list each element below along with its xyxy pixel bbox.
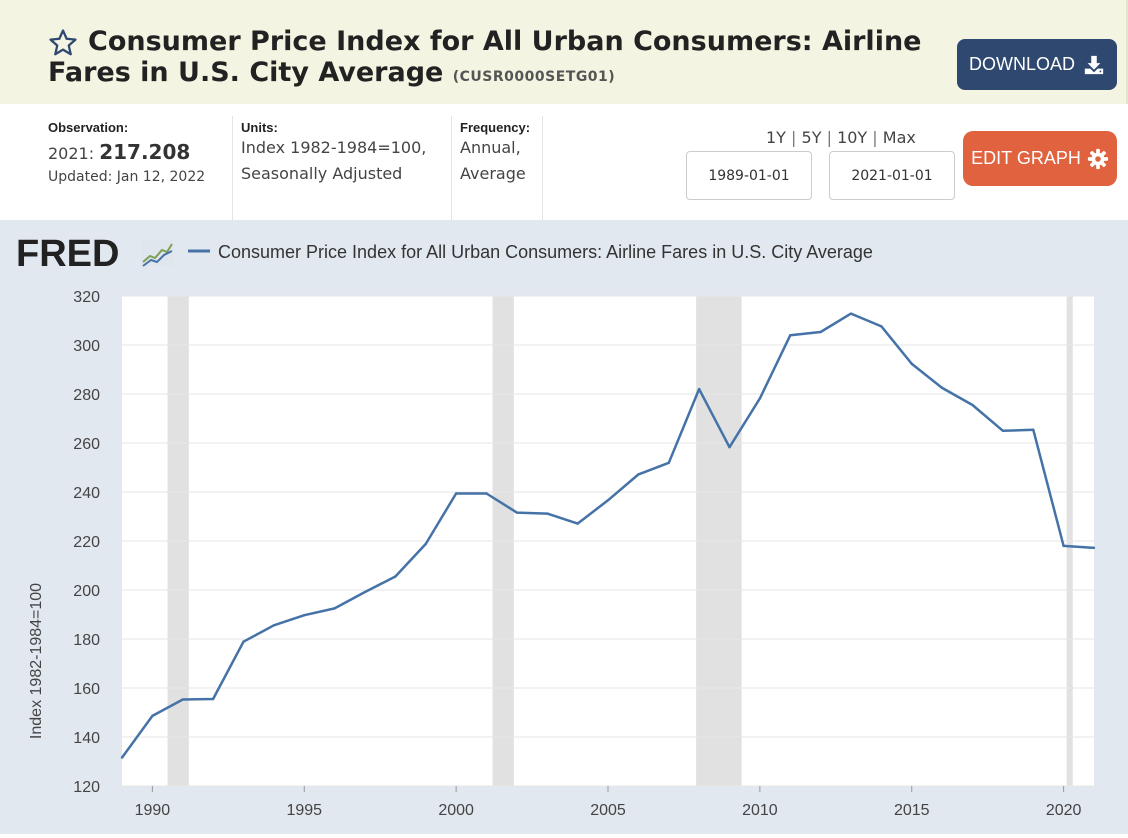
y-tick-label: 120 xyxy=(73,779,100,796)
star-icon[interactable] xyxy=(48,28,78,58)
range-separator: | xyxy=(791,128,797,147)
range-separator: | xyxy=(872,128,878,147)
data-point xyxy=(242,640,245,643)
observation-row: 2021: 217.208 xyxy=(48,139,205,167)
y-axis: 120 140 160 180 200 220 240 260 280 300 320 xyxy=(73,289,100,796)
range-max-link[interactable]: Max xyxy=(882,128,916,147)
series-id: (CUSR0000SETG01) xyxy=(452,69,616,85)
end-date-input[interactable]: 2021-01-01 xyxy=(829,151,955,200)
observation-block: Observation: 2021: 217.208 Updated: Jan … xyxy=(48,120,205,185)
data-point xyxy=(303,614,306,617)
data-point xyxy=(1032,428,1035,431)
y-tick-label: 180 xyxy=(73,632,100,649)
legend-label: Consumer Price Index for All Urban Consu… xyxy=(218,242,873,262)
fred-logo[interactable]: FRED xyxy=(16,233,173,275)
meta-divider xyxy=(232,116,233,220)
frequency-line2: Average xyxy=(460,164,526,183)
y-tick-label: 260 xyxy=(73,436,100,453)
x-tick-label: 2010 xyxy=(742,802,778,819)
data-point xyxy=(576,522,579,525)
data-point xyxy=(120,756,124,759)
x-tick-label: 2005 xyxy=(590,802,626,819)
range-5y-link[interactable]: 5Y xyxy=(801,128,822,147)
data-point xyxy=(728,445,731,449)
data-point xyxy=(971,403,974,407)
data-point xyxy=(333,607,336,610)
range-links: 1Y | 5Y | 10Y | Max xyxy=(766,128,916,147)
data-point xyxy=(272,624,276,627)
data-point xyxy=(485,492,488,495)
data-point xyxy=(910,362,913,366)
units-line2: Seasonally Adjusted xyxy=(241,164,403,183)
download-button[interactable]: DOWNLOAD xyxy=(957,39,1117,90)
data-point xyxy=(363,590,367,594)
data-point xyxy=(849,312,853,315)
x-tick-label: 1995 xyxy=(286,802,322,819)
frequency-line1: Annual, xyxy=(460,138,521,157)
frequency-label: Frequency: xyxy=(460,120,531,135)
data-point xyxy=(1001,429,1005,432)
observation-label: Observation: xyxy=(48,120,129,135)
data-point xyxy=(454,492,458,495)
meta-divider xyxy=(451,116,452,220)
fred-logo-chart-icon xyxy=(141,240,173,267)
data-point xyxy=(1062,544,1065,548)
data-point xyxy=(394,575,397,578)
y-tick-label: 160 xyxy=(73,681,100,698)
data-point xyxy=(789,334,792,337)
data-point xyxy=(515,511,519,514)
y-tick-label: 240 xyxy=(73,485,100,502)
meta-divider xyxy=(542,116,543,220)
range-10y-link[interactable]: 10Y xyxy=(837,128,868,147)
data-point xyxy=(211,697,215,701)
data-point xyxy=(940,386,944,390)
data-point xyxy=(819,330,822,334)
x-tick-label: 2000 xyxy=(438,802,474,819)
updated-date: Updated: Jan 12, 2022 xyxy=(48,169,206,185)
data-point xyxy=(637,473,640,476)
frequency-block: Frequency: Annual, Average xyxy=(460,120,530,187)
y-tick-label: 200 xyxy=(73,583,100,600)
page-title: Consumer Price Index for All Urban Consu… xyxy=(48,26,928,93)
range-separator: | xyxy=(826,128,832,147)
chart-area: FRED Consumer Price Index for All Urban … xyxy=(0,220,1128,834)
x-tick-label: 1990 xyxy=(135,802,171,819)
data-point xyxy=(1092,546,1096,550)
y-tick-label: 280 xyxy=(73,387,100,404)
edit-graph-label: EDIT GRAPH xyxy=(971,148,1081,168)
data-point xyxy=(424,542,427,546)
y-tick-label: 300 xyxy=(73,338,100,355)
edit-graph-button[interactable]: EDIT GRAPH xyxy=(963,131,1117,186)
data-point xyxy=(667,461,670,465)
range-1y-link[interactable]: 1Y xyxy=(766,128,786,147)
series-header: Consumer Price Index for All Urban Consu… xyxy=(0,0,1128,104)
data-points xyxy=(120,312,1096,759)
units-line1: Index 1982-1984=100, xyxy=(241,138,427,157)
gear-icon xyxy=(1087,148,1108,169)
data-point xyxy=(151,714,154,718)
y-tick-label: 320 xyxy=(73,289,100,306)
download-icon xyxy=(1084,55,1104,74)
data-point xyxy=(697,387,701,391)
x-axis: 1990 1995 2000 2005 2010 2015 2020 xyxy=(135,786,1082,819)
data-point xyxy=(546,512,549,515)
download-label: DOWNLOAD xyxy=(968,54,1075,74)
observation-value: 217.208 xyxy=(99,140,191,164)
data-point xyxy=(606,499,610,502)
data-point xyxy=(758,397,762,400)
observation-period: 2021: xyxy=(48,144,95,163)
units-label: Units: xyxy=(241,120,278,135)
data-point xyxy=(880,325,883,328)
fred-logo-text: FRED xyxy=(16,233,119,275)
x-tick-label: 2015 xyxy=(894,802,930,819)
line-chart[interactable]: FRED Consumer Price Index for All Urban … xyxy=(0,220,1128,834)
start-date-input[interactable]: 1989-01-01 xyxy=(686,151,812,200)
y-tick-label: 220 xyxy=(73,534,100,551)
data-point xyxy=(181,698,184,701)
units-block: Units: Index 1982-1984=100, Seasonally A… xyxy=(241,120,426,187)
series-title: Consumer Price Index for All Urban Consu… xyxy=(48,26,922,88)
y-tick-label: 140 xyxy=(73,730,100,747)
y-axis-label: Index 1982-1984=100 xyxy=(28,583,45,739)
x-tick-label: 2020 xyxy=(1046,802,1082,819)
